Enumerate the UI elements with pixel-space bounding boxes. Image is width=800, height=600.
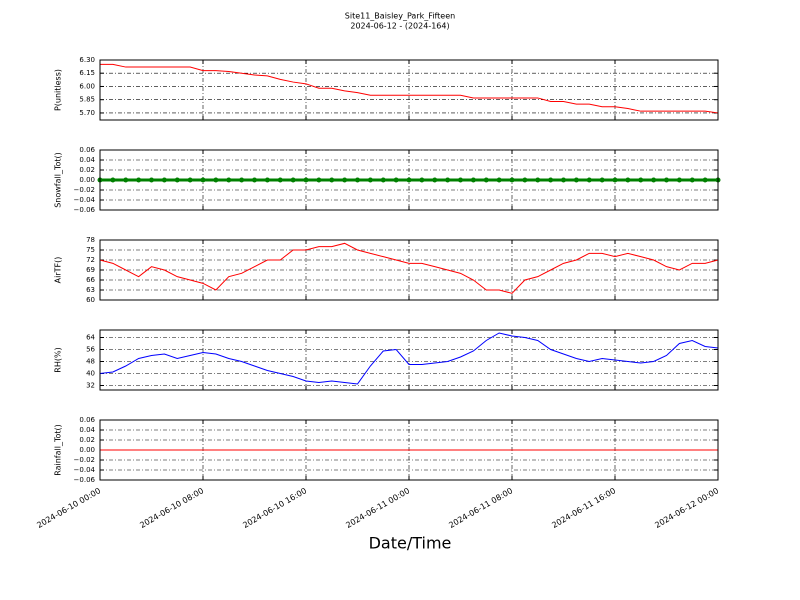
data-point <box>599 177 605 183</box>
data-point <box>123 177 129 183</box>
y-tick-label: 0.04 <box>79 426 95 434</box>
data-point <box>496 177 502 183</box>
y-tick-label: 0.04 <box>79 156 95 164</box>
y-tick-label: 63 <box>86 286 95 294</box>
y-tick-label: 75 <box>86 246 95 254</box>
data-point <box>277 177 283 183</box>
data-point <box>535 177 541 183</box>
chart-subtitle: 2024-06-12 - (2024-164) <box>350 22 449 31</box>
data-point <box>136 177 142 183</box>
y-axis-label: RH(%) <box>54 347 63 372</box>
data-point <box>264 177 270 183</box>
y-tick-label: 0.02 <box>79 436 95 444</box>
data-line <box>99 332 719 385</box>
y-tick-label: 0.02 <box>79 166 95 174</box>
data-point <box>380 177 386 183</box>
y-tick-label: 6.30 <box>79 56 95 64</box>
data-point <box>664 177 669 183</box>
y-tick-label: 78 <box>86 236 95 244</box>
y-tick-label: −0.04 <box>74 466 96 474</box>
y-tick-label: 6.15 <box>79 69 95 77</box>
y-tick-label: 0.00 <box>79 176 95 184</box>
data-point <box>548 177 554 183</box>
data-point <box>406 177 412 183</box>
data-point <box>432 177 438 183</box>
data-point <box>174 177 180 183</box>
y-tick-label: 66 <box>86 276 95 284</box>
y-tick-label: −0.06 <box>74 206 96 214</box>
data-point <box>393 177 399 183</box>
data-point <box>445 177 451 183</box>
data-point <box>161 177 167 183</box>
y-tick-label: 0.06 <box>79 146 95 154</box>
data-point <box>290 177 296 183</box>
data-point <box>612 177 618 183</box>
data-point <box>213 177 219 183</box>
data-line <box>100 63 719 114</box>
y-tick-label: 0.06 <box>79 416 95 424</box>
data-point <box>586 177 592 183</box>
data-point <box>355 177 360 183</box>
data-point <box>329 177 335 183</box>
y-tick-label: 72 <box>86 256 95 264</box>
plot-frame <box>99 149 719 211</box>
y-tick-label: −0.02 <box>74 456 95 464</box>
y-axis-label: AirTF() <box>54 257 63 284</box>
y-tick-label: 64 <box>86 334 95 342</box>
data-point <box>470 177 476 183</box>
y-tick-label: 60 <box>86 296 95 304</box>
data-point <box>458 177 463 183</box>
data-point <box>561 177 566 183</box>
y-tick-label: −0.02 <box>74 186 95 194</box>
data-point <box>342 177 348 183</box>
x-axis-label: Date/Time <box>369 534 452 553</box>
y-tick-label: 5.85 <box>79 96 95 104</box>
data-point <box>303 177 309 183</box>
data-point <box>419 177 425 183</box>
data-point <box>316 177 322 183</box>
data-point <box>187 177 193 183</box>
y-axis-label: Rainfall_Tot() <box>54 424 63 476</box>
y-tick-label: 48 <box>86 358 95 366</box>
data-point <box>573 177 579 183</box>
data-point <box>239 177 245 183</box>
data-point <box>689 177 695 183</box>
data-point <box>110 177 116 183</box>
data-point <box>522 177 528 183</box>
data-point <box>367 177 373 183</box>
y-tick-label: 56 <box>86 346 95 354</box>
y-tick-label: 0.00 <box>79 446 95 454</box>
data-point <box>226 177 232 183</box>
data-point <box>676 177 682 183</box>
y-tick-label: 40 <box>86 370 95 378</box>
plot-frame <box>99 329 719 391</box>
y-tick-label: −0.06 <box>74 476 96 484</box>
data-point <box>625 177 631 183</box>
plot-frame <box>99 59 719 121</box>
y-tick-label: 6.00 <box>79 82 95 90</box>
y-axis-label: P(unitless) <box>54 69 63 111</box>
data-point <box>702 177 708 183</box>
data-line <box>99 242 719 294</box>
plot-frame <box>99 239 719 301</box>
data-point <box>651 177 657 183</box>
y-tick-label: 69 <box>86 266 95 274</box>
y-tick-label: −0.04 <box>74 196 96 204</box>
chart-title: Site11_Baisley_Park_Fifteen <box>345 12 455 21</box>
data-point <box>149 177 154 183</box>
y-tick-label: 5.70 <box>79 109 95 117</box>
plot-frame <box>99 419 719 481</box>
y-axis-label: Snowfall_Tot() <box>54 152 63 208</box>
y-tick-label: 32 <box>86 382 95 390</box>
data-point <box>638 177 644 183</box>
data-point <box>200 177 206 183</box>
data-point <box>509 177 515 183</box>
data-point <box>252 177 257 183</box>
data-point <box>483 177 489 183</box>
